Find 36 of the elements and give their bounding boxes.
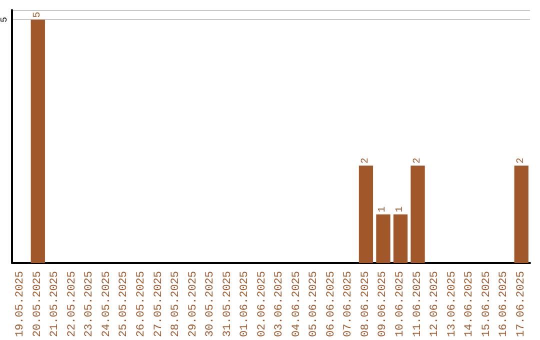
x-tick-label: 06.06.2025 — [325, 270, 338, 338]
x-tick-label: 11.06.2025 — [412, 270, 424, 338]
data-label: 2 — [516, 158, 527, 164]
x-tick-label: 16.06.2025 — [498, 270, 510, 338]
x-tick-label: 04.06.2025 — [290, 270, 303, 338]
x-tick-label: 20.05.2025 — [32, 270, 44, 338]
x-tick-label: 15.06.2025 — [480, 270, 493, 338]
x-tick-label: 08.06.2025 — [360, 270, 372, 338]
x-tick-label: 10.06.2025 — [394, 270, 406, 338]
x-tick-label: 13.06.2025 — [446, 270, 458, 338]
x-tick-label: 30.05.2025 — [204, 270, 217, 338]
x-tick-label: 25.05.2025 — [118, 270, 130, 338]
x-tick-label: 12.06.2025 — [429, 270, 442, 338]
data-label: 2 — [360, 158, 372, 164]
x-tick-label: 14.06.2025 — [464, 270, 476, 338]
x-tick-label: 27.05.2025 — [152, 270, 165, 338]
x-tick-label: 01.06.2025 — [239, 270, 252, 338]
data-label: 5 — [32, 12, 44, 18]
x-tick-label: 23.05.2025 — [84, 270, 96, 338]
x-tick-label: 19.05.2025 — [14, 270, 27, 338]
x-tick-label: 31.05.2025 — [222, 270, 234, 338]
x-tick-label: 29.05.2025 — [187, 270, 200, 338]
data-label: 1 — [378, 206, 389, 212]
x-tick-label: 24.05.2025 — [100, 270, 113, 338]
data-label: 2 — [412, 158, 424, 164]
x-tick-label: 17.06.2025 — [515, 270, 528, 338]
x-tick-label: 22.05.2025 — [66, 270, 78, 338]
x-tick-label: 09.06.2025 — [377, 270, 390, 338]
x-tick-label: 28.05.2025 — [170, 270, 182, 338]
x-tick-label: 21.05.2025 — [49, 270, 62, 338]
data-label: 1 — [395, 206, 406, 212]
x-tick-label: 02.06.2025 — [256, 270, 268, 338]
x-tick-label: 03.06.2025 — [274, 270, 286, 338]
x-tick-label: 07.06.2025 — [342, 270, 355, 338]
x-tick-label: 26.05.2025 — [136, 270, 148, 338]
x-tick-label: 05.06.2025 — [308, 270, 320, 338]
